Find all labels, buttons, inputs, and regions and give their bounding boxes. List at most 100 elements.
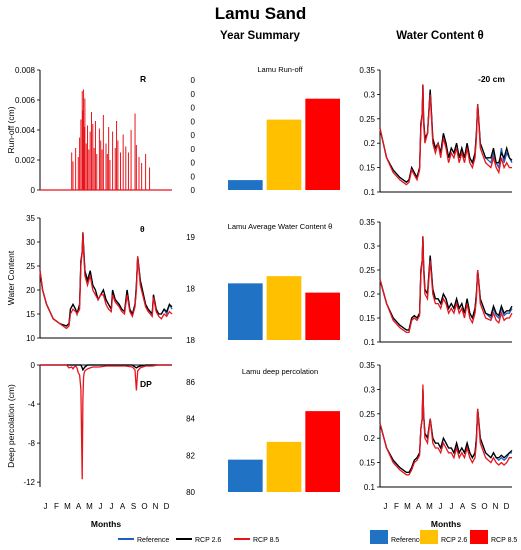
- runoff_year-ytick-label: 0: [191, 159, 196, 168]
- dp_year-ytick-label: 80: [186, 488, 195, 497]
- wc20-series-rcp-2-6: [379, 84, 513, 184]
- runoff-ylabel: Run-off (cm): [6, 106, 16, 153]
- wc20-ytick-label: 0.2: [364, 139, 376, 148]
- theta_year-ytick-label: 19: [186, 233, 195, 242]
- page-title: Lamu Sand: [214, 4, 307, 23]
- wc-month-label: O: [481, 502, 487, 511]
- deep-perc-month-label: A: [120, 502, 126, 511]
- theta_year-ytick-label: 18: [186, 336, 195, 345]
- theta_year-title: Lamu Average Water Content θ: [228, 222, 333, 231]
- wc-month-label: A: [460, 502, 466, 511]
- legend-box-swatch: [370, 530, 388, 544]
- wc-month-label: A: [416, 502, 422, 511]
- theta-panel-label: θ: [140, 224, 145, 234]
- wc_low-ytick-label: 0.15: [359, 459, 375, 468]
- legend-line-label: RCP 2.6: [195, 537, 221, 544]
- wc-month-label: J: [439, 502, 443, 511]
- deep-perc-month-label: D: [164, 502, 170, 511]
- deep-perc-month-label: N: [153, 502, 159, 511]
- runoff_year-ytick-label: 0: [191, 145, 196, 154]
- wc-month-label: J: [450, 502, 454, 511]
- runoff_year-ytick-label: 0: [191, 117, 196, 126]
- wc20-ytick-label: 0.15: [359, 164, 375, 173]
- wc_mid-ytick-label: 0.35: [359, 218, 375, 227]
- wc-month-label: S: [471, 502, 476, 511]
- theta_year-bar-rcp-2-6: [266, 276, 302, 340]
- deep_perc-ytick-label: -8: [28, 439, 36, 448]
- wc_low-series-rcp-8-5: [379, 384, 512, 476]
- runoff_year-ytick-label: 0: [191, 76, 196, 85]
- legend-line-label: RCP 8.5: [253, 537, 279, 544]
- dp_year-bar-rcp-2-6: [266, 441, 302, 492]
- deep-perc-ylabel: Deep percolation (cm): [6, 384, 16, 468]
- dp_year-title: Lamu deep percolation: [242, 367, 318, 376]
- deep_perc-ytick-label: 0: [31, 361, 36, 370]
- runoff_year-ytick-label: 0: [191, 131, 196, 140]
- runoff_year-ytick-label: 0: [191, 186, 196, 195]
- deep_perc-ytick-label: -4: [28, 400, 36, 409]
- theta_year-ytick-label: 18: [186, 285, 195, 294]
- wc-month-label: N: [493, 502, 499, 511]
- theta_soil-ytick-label: 15: [26, 310, 35, 319]
- runoff_year-bar-rcp-2-6: [266, 119, 302, 190]
- dp_year-ytick-label: 86: [186, 378, 195, 387]
- wc20-ytick-label: 0.3: [364, 90, 376, 99]
- theta_year-bar-rcp-8-5: [305, 292, 340, 340]
- theta_soil-ytick-label: 20: [26, 286, 35, 295]
- legend-box-label: Reference: [391, 537, 423, 544]
- runoff_year-bar-rcp-8-5: [305, 98, 340, 190]
- deep-perc-month-label: J: [110, 502, 114, 511]
- legend-box-label: RCP 8.5: [491, 537, 517, 544]
- deep_perc-series-rcp-2-6: [40, 364, 172, 372]
- dp_year-ytick-label: 84: [186, 415, 195, 424]
- runoff_year-ytick-label: 0: [191, 90, 196, 99]
- year-summary-header: Year Summary: [220, 30, 300, 42]
- wc_mid-ytick-label: 0.25: [359, 266, 375, 275]
- runoff-ytick-label: 0.008: [15, 66, 36, 75]
- deep-perc-month-label: M: [86, 502, 93, 511]
- legend-box-swatch: [420, 530, 438, 544]
- deep-perc-month-label: M: [64, 502, 71, 511]
- deep-perc-month-label: F: [54, 502, 59, 511]
- wc_low-ytick-label: 0.2: [364, 434, 376, 443]
- theta_soil-series-rcp-2-6: [39, 232, 173, 327]
- left-x-axis-label: Months: [91, 519, 121, 529]
- runoff-ytick-label: 0.004: [15, 126, 36, 135]
- deep-perc-month-label: S: [131, 502, 136, 511]
- theta_year-bar-reference: [228, 283, 263, 340]
- dp_year-bar-rcp-8-5: [305, 411, 340, 492]
- theta_soil-ytick-label: 25: [26, 262, 35, 271]
- theta_soil-series-rcp-8-5: [39, 232, 173, 330]
- deep-perc-month-label: A: [76, 502, 82, 511]
- runoff_year-bar-reference: [228, 180, 263, 190]
- runoff_year-title: Lamu Run-off: [257, 65, 303, 74]
- wc_mid-series-rcp-2-6: [379, 236, 513, 331]
- runoff-ytick-label: 0: [31, 186, 36, 195]
- right-x-axis-label: Months: [431, 519, 461, 529]
- legend-box-swatch: [470, 530, 488, 544]
- wc20-ytick-label: 0.1: [364, 188, 376, 197]
- runoff-ytick-label: 0.002: [15, 156, 36, 165]
- wc_low-ytick-label: 0.1: [364, 483, 376, 492]
- legend-line-label: Reference: [137, 537, 169, 544]
- runoff_year-ytick-label: 0: [191, 104, 196, 113]
- wc20-series-reference: [379, 84, 513, 184]
- wc_mid-ytick-label: 0.1: [364, 338, 376, 347]
- theta_soil-ytick-label: 10: [26, 334, 35, 343]
- wc_low-ytick-label: 0.25: [359, 410, 375, 419]
- dp_year-ytick-label: 82: [186, 451, 195, 460]
- runoff-ytick-label: 0.006: [15, 96, 36, 105]
- wc_mid-ytick-label: 0.15: [359, 314, 375, 323]
- theta_soil-ytick-label: 35: [26, 214, 35, 223]
- wc-month-label: M: [426, 502, 433, 511]
- wc_low-series-rcp-2-6: [379, 389, 513, 474]
- wc-month-label: F: [394, 502, 399, 511]
- wc_mid-ytick-label: 0.2: [364, 290, 376, 299]
- wc_low-ytick-label: 0.3: [364, 385, 376, 394]
- runoff-panel-label: R: [140, 74, 146, 84]
- wc-month-label: J: [384, 502, 388, 511]
- dp_year-bar-reference: [228, 459, 263, 492]
- deep_perc-series-rcp-8-5: [40, 364, 172, 480]
- wc_mid-series-rcp-8-5: [379, 236, 513, 334]
